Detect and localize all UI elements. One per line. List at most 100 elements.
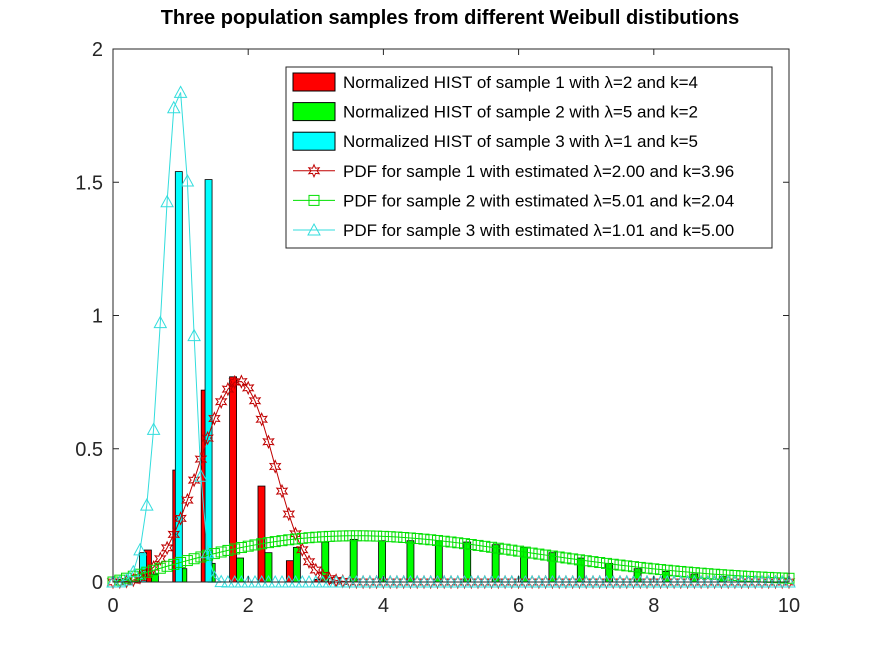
pdf-marker-series2-79 — [641, 562, 653, 574]
pdf-marker-series2-33 — [330, 530, 342, 542]
pdf-marker-series1-20 — [241, 380, 255, 396]
x-tick-label-3: 6 — [513, 595, 524, 617]
x-tick-label-2: 4 — [378, 595, 389, 617]
pdf-marker-series2-34 — [337, 530, 349, 542]
pdf-marker-series2-61 — [519, 546, 531, 558]
pdf-marker-series2-56 — [486, 541, 498, 553]
pdf-marker-series2-80 — [648, 563, 660, 575]
pdf-marker-series3-7 — [153, 315, 168, 329]
pdf-marker-series2-73 — [600, 557, 612, 569]
pdf-marker-series2-87 — [695, 567, 707, 579]
y-tick-label-4: 2 — [92, 39, 103, 61]
pdf-marker-series3-8 — [160, 194, 174, 208]
pdf-marker-series2-57 — [492, 542, 504, 554]
pdf-marker-series2-99 — [776, 572, 788, 584]
pdf-marker-series2-55 — [479, 540, 491, 552]
pdf-marker-series1-6 — [147, 559, 160, 575]
pdf-marker-series2-40 — [377, 530, 389, 542]
pdf-marker-series2-81 — [655, 564, 667, 576]
bar-series2-9 — [378, 540, 386, 583]
y-tick-label-0: 0 — [92, 572, 103, 594]
pdf-marker-series1-7 — [154, 551, 167, 567]
pdf-marker-series2-74 — [607, 558, 619, 570]
pdf-marker-series2-53 — [465, 539, 477, 551]
pdf-marker-series2-85 — [682, 566, 694, 578]
bar-series3-2 — [204, 179, 213, 583]
pdf-marker-series2-66 — [553, 551, 565, 563]
pdf-marker-series2-13 — [195, 551, 207, 563]
pdf-marker-series2-76 — [621, 560, 633, 572]
axis-ticks: 0 2 4 6 8 10 0 0.5 1 1.5 2 — [75, 39, 800, 617]
pdf-marker-series2-4 — [134, 568, 146, 580]
pdf-marker-series2-93 — [736, 570, 748, 582]
pdf-marker-series2-44 — [404, 532, 416, 544]
pdf-marker-series2-59 — [506, 544, 518, 556]
pdf-marker-series2-42 — [391, 531, 403, 543]
pdf-marker-series2-45 — [411, 533, 423, 545]
bar-series2-15 — [548, 552, 557, 583]
pdf-marker-series2-26 — [283, 534, 295, 546]
pdf-marker-series1-24 — [268, 459, 282, 474]
pdf-marker-series2-7 — [154, 562, 166, 574]
pdf-marker-series2-65 — [546, 550, 558, 562]
pdf-marker-series1-22 — [255, 412, 268, 427]
pdf-marker-series2-68 — [567, 553, 579, 565]
pdf-marker-series2-29 — [303, 532, 315, 544]
pdf-marker-series2-18 — [229, 543, 241, 555]
pdf-marker-series2-54 — [472, 539, 484, 551]
pdf-marker-series2-39 — [371, 530, 383, 542]
legend-swatch-bar-1 — [292, 72, 336, 92]
pdf-marker-series2-32 — [323, 530, 335, 542]
pdf-marker-series2-77 — [628, 561, 640, 573]
pdf-marker-series2-75 — [614, 559, 626, 571]
pdf-marker-series2-5 — [141, 566, 153, 578]
pdf-marker-series2-30 — [310, 531, 322, 543]
pdf-marker-series3-4 — [133, 542, 147, 556]
pdf-marker-series2-36 — [350, 530, 362, 542]
pdf-marker-series1-31 — [316, 568, 329, 583]
x-tick-label-5: 10 — [778, 595, 800, 617]
pdf-marker-series2-72 — [594, 557, 606, 569]
pdf-marker-series2-27 — [290, 533, 302, 545]
pdf-marker-series2-69 — [573, 554, 585, 566]
pdf-marker-series2-67 — [560, 552, 572, 564]
pdf-marker-series1-12 — [187, 472, 201, 488]
pdf-marker-series2-28 — [296, 532, 308, 544]
y-tick-label-1: 0.5 — [75, 439, 103, 461]
legend-swatch-marker-3 — [307, 222, 321, 236]
pdf-marker-series1-17 — [221, 381, 235, 397]
pdf-marker-series2-98 — [769, 572, 781, 584]
pdf-marker-series2-10 — [175, 556, 187, 568]
legend-swatch-bar-3 — [292, 131, 336, 151]
pdf-marker-series2-49 — [438, 535, 450, 547]
pdf-marker-series2-37 — [357, 530, 369, 542]
legend-label-line-1: PDF for sample 1 with estimated λ=2.00 a… — [343, 162, 734, 181]
pdf-marker-series2-63 — [533, 548, 545, 560]
y-tick-label-2: 1 — [92, 306, 103, 328]
pdf-marker-series2-46 — [418, 533, 430, 545]
pdf-marker-series2-43 — [398, 531, 410, 543]
pdf-marker-series1-8 — [160, 540, 174, 556]
pdf-marker-series3-13 — [194, 469, 208, 482]
chart-title: Three population samples from different … — [161, 7, 740, 29]
pdf-marker-series2-31 — [317, 531, 329, 543]
pdf-marker-series2-92 — [729, 570, 741, 582]
pdf-marker-series1-13 — [194, 451, 208, 467]
pdf-marker-series2-70 — [580, 555, 592, 567]
pdf-marker-series1-27 — [289, 526, 302, 542]
pdf-marker-series2-94 — [742, 570, 754, 582]
pdf-marker-series2-62 — [526, 547, 538, 559]
legend-box — [285, 66, 773, 249]
pdf-marker-series1-14 — [201, 430, 214, 446]
pdf-marker-series2-8 — [161, 560, 173, 572]
pdf-marker-series2-17 — [222, 544, 234, 556]
bar-series1-5 — [257, 485, 266, 583]
pdf-marker-series2-51 — [452, 537, 464, 549]
pdf-marker-series3-16 — [214, 574, 229, 588]
pdf-marker-series1-11 — [181, 492, 194, 508]
pdf-marker-series2-41 — [384, 531, 396, 543]
pdf-marker-series2-86 — [688, 567, 700, 579]
pdf-marker-series2-58 — [499, 543, 511, 555]
y-tick-label-3: 1.5 — [75, 172, 103, 194]
